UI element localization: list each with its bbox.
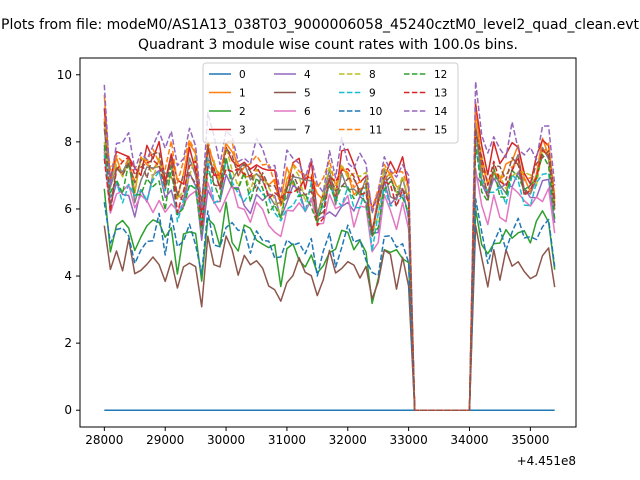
- legend-label-13: 13: [434, 88, 447, 100]
- y-tick-label: 8: [64, 135, 72, 149]
- legend-label-12: 12: [434, 69, 447, 81]
- series-line-5: [103, 224, 556, 411]
- legend-label-14: 14: [434, 106, 448, 118]
- series-line-11: [103, 110, 556, 411]
- x-tick-label: 35000: [511, 433, 549, 447]
- x-tick-label: 29000: [146, 433, 184, 447]
- legend-label-2: 2: [239, 106, 246, 118]
- x-tick-label: 30000: [207, 433, 245, 447]
- legend-label-0: 0: [239, 69, 246, 81]
- x-tick-label: 28000: [85, 433, 123, 447]
- y-tick-label: 4: [64, 269, 72, 283]
- x-axis: 28000 29000 30000 31000 32000 33000 34000 35000: [85, 427, 549, 447]
- y-axis: 0 2 4 6 8 10: [57, 68, 80, 417]
- legend-label-5: 5: [304, 88, 311, 100]
- x-tick-label: 32000: [329, 433, 367, 447]
- y-tick-label: 2: [64, 336, 72, 350]
- series-line-14: [103, 80, 556, 411]
- y-tick-label: 10: [57, 68, 72, 82]
- legend-label-9: 9: [369, 88, 376, 100]
- axes-title: Quadrant 3 module wise count rates with …: [138, 37, 518, 53]
- legend-label-3: 3: [239, 125, 246, 137]
- y-tick-label: 6: [64, 202, 72, 216]
- x-offset-label: +4.451e8: [517, 454, 576, 468]
- legend-label-7: 7: [304, 125, 311, 137]
- axes-frame: [79, 57, 577, 428]
- legend-box: [202, 62, 459, 144]
- legend-label-8: 8: [369, 69, 376, 81]
- figure-suptitle: Plots from file: modeM0/AS1A13_038T03_90…: [1, 17, 639, 33]
- x-tick-label: 31000: [268, 433, 306, 447]
- legend-label-6: 6: [304, 106, 311, 118]
- series-line-10: [103, 198, 556, 411]
- series-lines: [103, 80, 556, 411]
- legend-label-1: 1: [239, 88, 246, 100]
- series-line-12: [103, 141, 556, 411]
- legend-label-11: 11: [369, 125, 382, 137]
- y-tick-label: 0: [64, 403, 72, 417]
- legend-label-10: 10: [369, 106, 382, 118]
- x-tick-label: 34000: [450, 433, 488, 447]
- series-line-6: [103, 151, 556, 411]
- x-tick-label: 33000: [390, 433, 428, 447]
- legend-label-15: 15: [434, 125, 447, 137]
- legend-label-4: 4: [304, 69, 311, 81]
- series-line-15: [103, 121, 556, 411]
